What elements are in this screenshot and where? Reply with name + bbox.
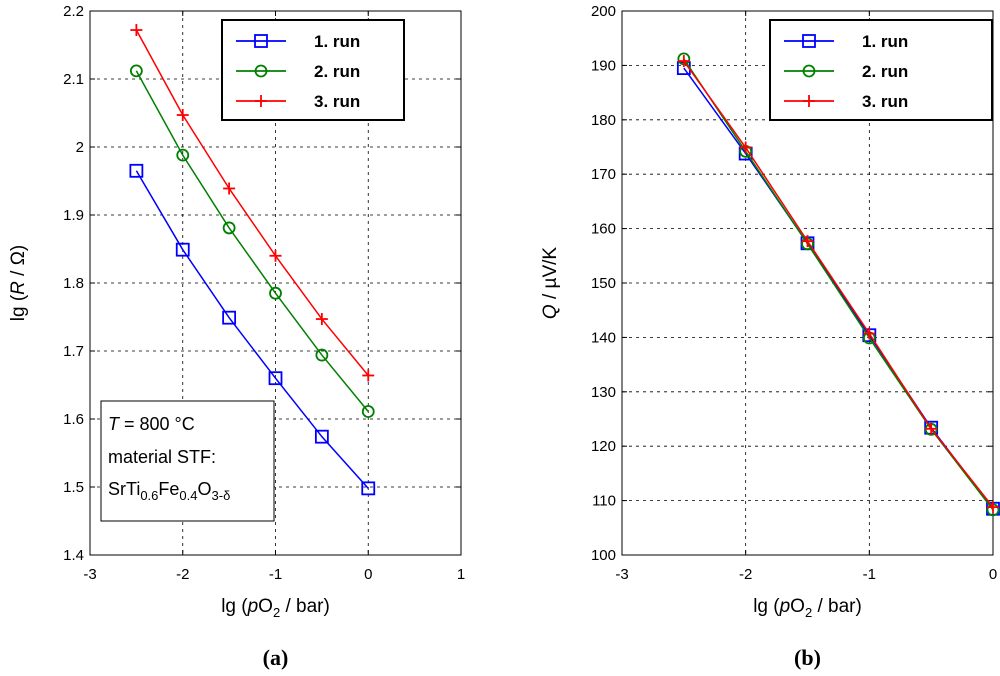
y-tick-label: 160 bbox=[591, 221, 616, 238]
legend-marker bbox=[803, 95, 815, 107]
x-tick-label: 1 bbox=[457, 566, 465, 583]
series-3 bbox=[130, 24, 375, 382]
data-point bbox=[361, 481, 376, 496]
legend-marker bbox=[255, 95, 267, 107]
data-point bbox=[314, 429, 329, 444]
series-1 bbox=[129, 163, 376, 496]
y-tick-label: 1.6 bbox=[63, 411, 84, 428]
x-tick-label: -3 bbox=[615, 566, 628, 583]
legend-box bbox=[769, 19, 993, 121]
y-tick-label: 2 bbox=[76, 139, 84, 156]
panel-b-y-axis-label: Q / µV/K bbox=[540, 247, 561, 320]
data-point bbox=[176, 148, 190, 162]
annotation-box: T = 800 °C material STF: SrTi0.6Fe0.4O3-δ bbox=[100, 400, 275, 522]
y-tick-label: 110 bbox=[592, 493, 616, 510]
data-point bbox=[269, 286, 282, 300]
y-tick-label: 1.8 bbox=[63, 275, 84, 292]
series-line bbox=[135, 29, 369, 376]
y-tick-label: 140 bbox=[591, 329, 616, 346]
data-point bbox=[315, 313, 328, 326]
series-line bbox=[683, 60, 994, 508]
data-point bbox=[129, 64, 143, 78]
y-tick-label: 180 bbox=[591, 112, 616, 129]
x-tick-label: 0 bbox=[364, 566, 372, 583]
legend-marker bbox=[802, 64, 816, 78]
x-tick-label: -1 bbox=[863, 566, 876, 583]
data-point bbox=[268, 371, 283, 386]
panel-a-legend: 1. run 2. run 3. run bbox=[221, 19, 405, 121]
panel-a-y-axis-label: lg (R / Ω) bbox=[8, 245, 29, 322]
panel-a-x-axis-label: lg (pO2 / bar) bbox=[221, 596, 330, 620]
annotation-formula: SrTi0.6Fe0.4O3-δ bbox=[108, 479, 230, 503]
legend-label: 1. run bbox=[862, 32, 908, 51]
data-point bbox=[315, 348, 329, 362]
data-point bbox=[987, 501, 999, 514]
series-2 bbox=[677, 52, 1000, 517]
data-point bbox=[175, 242, 190, 257]
data-point bbox=[269, 249, 282, 262]
y-tick-label: 170 bbox=[591, 166, 616, 183]
x-tick-label: -2 bbox=[176, 566, 189, 583]
panel-b-chart: -3 -2 -1 0 100 110 120 130 140 150 160 170 180 190 200… bbox=[540, 3, 1000, 670]
data-point bbox=[176, 109, 189, 122]
series-line bbox=[135, 170, 369, 489]
data-point bbox=[130, 24, 143, 37]
panel-b-label: (b) bbox=[794, 645, 821, 670]
legend-label: 3. run bbox=[862, 92, 908, 111]
legend-box bbox=[221, 19, 405, 121]
legend-label: 2. run bbox=[862, 62, 908, 81]
annotation-material: material STF: bbox=[108, 447, 216, 467]
data-point bbox=[925, 422, 938, 435]
legend-label: 3. run bbox=[314, 92, 360, 111]
y-tick-label: 200 bbox=[591, 3, 616, 20]
y-tick-label: 2.1 bbox=[63, 71, 84, 88]
panel-b-legend: 1. run 2. run 3. run bbox=[769, 19, 993, 121]
legend-label: 1. run bbox=[314, 32, 360, 51]
series-2 bbox=[129, 64, 375, 418]
x-tick-label: -1 bbox=[269, 566, 282, 583]
legend-marker bbox=[254, 34, 268, 48]
y-tick-label: 1.7 bbox=[63, 343, 84, 360]
y-tick-label: 190 bbox=[591, 57, 616, 74]
data-point bbox=[677, 55, 690, 68]
y-tick-label: 120 bbox=[591, 438, 616, 455]
panel-b-x-axis-label: lg (pO2 / bar) bbox=[753, 596, 862, 620]
data-point bbox=[222, 221, 236, 235]
y-tick-label: 1.4 bbox=[63, 547, 84, 564]
y-tick-label: 1.9 bbox=[63, 207, 84, 224]
x-tick-label: -2 bbox=[739, 566, 752, 583]
y-tick-label: 150 bbox=[591, 275, 616, 292]
y-tick-label: 130 bbox=[591, 384, 616, 401]
data-point bbox=[739, 141, 752, 154]
y-tick-label: 1.5 bbox=[63, 479, 84, 496]
y-tick-label: 100 bbox=[591, 547, 616, 564]
data-point bbox=[801, 235, 814, 248]
legend-label: 2. run bbox=[314, 62, 360, 81]
data-point bbox=[223, 182, 236, 195]
data-point bbox=[129, 163, 144, 178]
y-tick-label: 2.2 bbox=[63, 3, 84, 20]
data-point bbox=[222, 310, 237, 325]
series-3 bbox=[677, 55, 999, 514]
series-line bbox=[135, 70, 369, 412]
panel-a-label: (a) bbox=[263, 645, 289, 670]
annotation-temperature: T = 800 °C bbox=[108, 414, 195, 434]
legend-marker bbox=[254, 64, 268, 78]
annotation-frame bbox=[100, 400, 275, 522]
data-point bbox=[361, 405, 375, 418]
data-point bbox=[863, 327, 876, 340]
data-point bbox=[362, 369, 375, 382]
panel-a-chart: -3 -2 -1 0 1 1.4 1.5 1.6 1.7 1.8 1.9 2 2.1 2.2 1. run 2… bbox=[8, 3, 465, 670]
x-tick-label: -3 bbox=[83, 566, 96, 583]
x-tick-label: 0 bbox=[989, 566, 997, 583]
legend-marker bbox=[802, 34, 816, 48]
